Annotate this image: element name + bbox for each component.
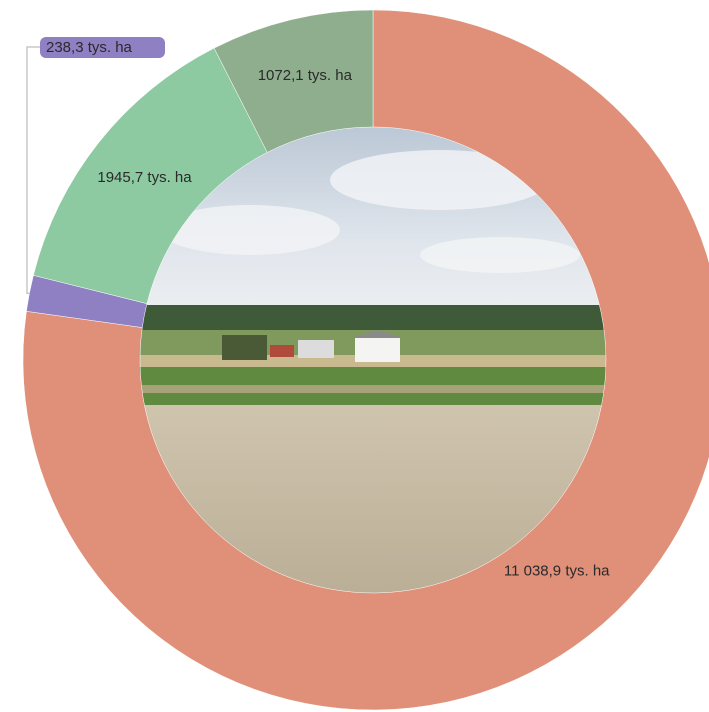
donut-slice xyxy=(33,47,268,304)
slice-label: 238,3 tys. ha xyxy=(46,39,133,56)
donut-slice xyxy=(22,9,709,711)
slice-label: 11 038,9 tys. ha xyxy=(504,562,610,579)
leader-line xyxy=(26,46,40,294)
slice-label: 1072,1 tys. ha xyxy=(258,67,353,84)
donut-slice xyxy=(213,9,374,153)
label-box xyxy=(40,37,165,58)
slice-label: 1945,7 tys. ha xyxy=(97,169,192,186)
